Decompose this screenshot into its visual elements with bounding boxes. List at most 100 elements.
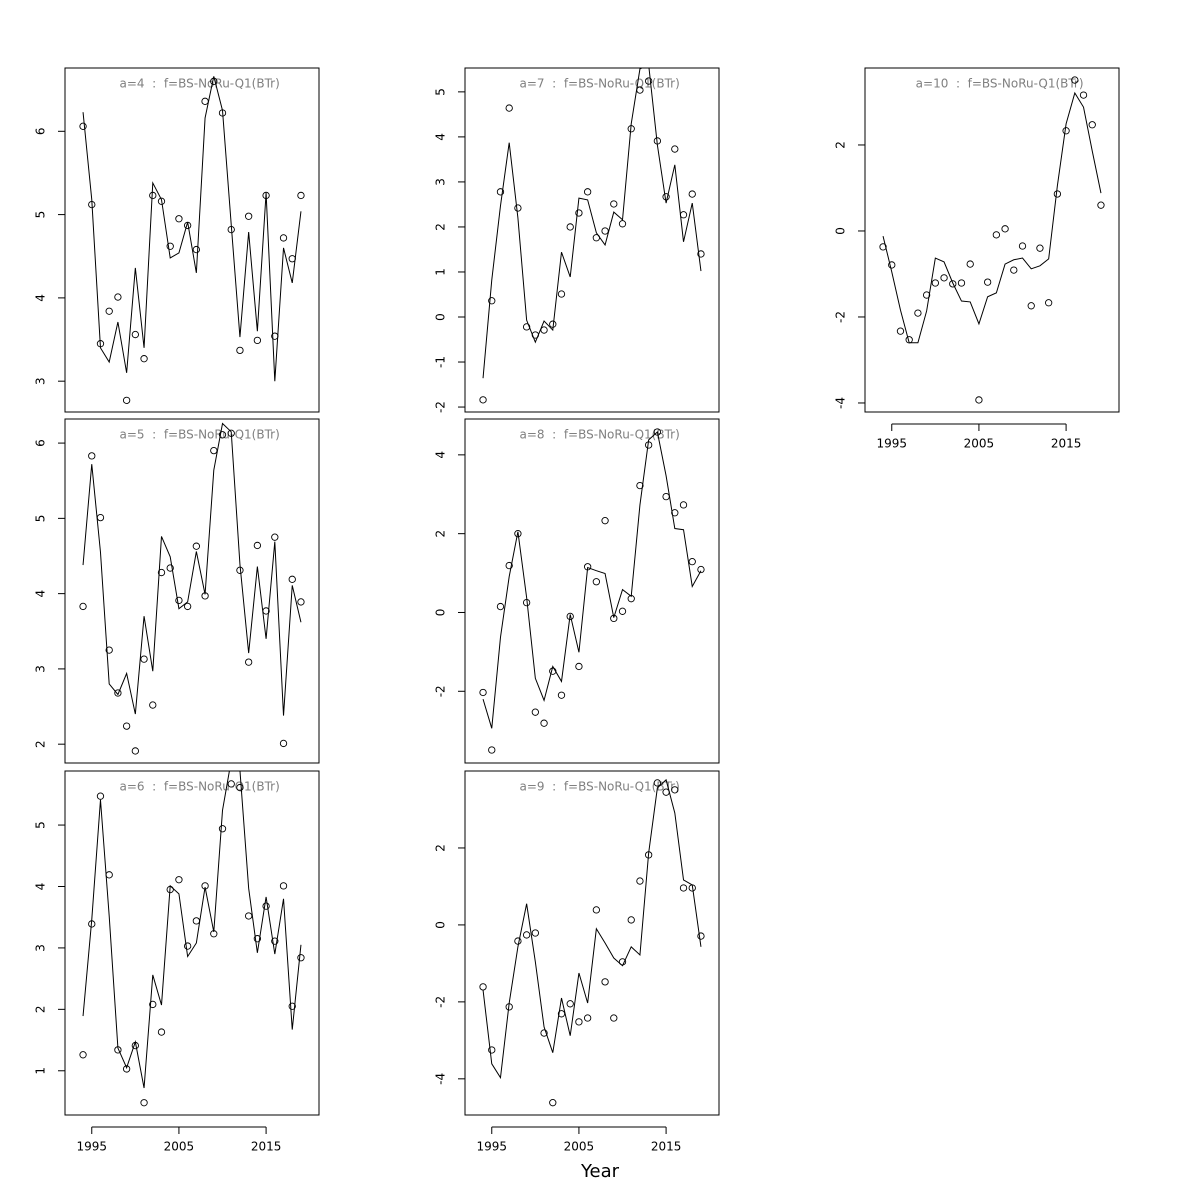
fitted-line [482, 778, 702, 1080]
observed-point [157, 568, 166, 577]
observed-point [557, 691, 566, 699]
fitted-line [482, 68, 702, 379]
x-tick-label: 2015 [251, 1140, 282, 1154]
x-tick-label: 2015 [1051, 437, 1082, 451]
y-tick-label: -4 [834, 397, 848, 409]
observed-point [566, 1000, 574, 1008]
x-tick-label: 1995 [876, 437, 907, 451]
observed-point [610, 1014, 618, 1022]
observed-point [131, 330, 139, 339]
observed-point [297, 191, 305, 200]
observed-point [105, 307, 113, 315]
fitted-line [82, 422, 302, 716]
panel-title: a=10 : f=BS-NoRu-Q1(BTr) [916, 77, 1084, 91]
observed-point [914, 309, 922, 317]
observed-point [575, 209, 583, 217]
observed-point [79, 602, 87, 611]
observed-point [636, 481, 644, 490]
observed-point [575, 662, 583, 671]
observed-point [496, 602, 505, 611]
observed-point [114, 293, 122, 301]
observed-point [671, 145, 679, 153]
observed-point [1027, 302, 1035, 310]
observed-point [618, 220, 627, 228]
y-tick-label: 1 [434, 268, 448, 276]
observed-point [253, 541, 262, 550]
observed-point [1036, 244, 1044, 252]
y-tick-label: 2 [434, 223, 448, 231]
observed-point [566, 612, 574, 621]
y-tick-label: -2 [834, 311, 848, 323]
observed-point [140, 355, 148, 363]
observed-point [297, 598, 305, 606]
panel-title: a=9 : f=BS-NoRu-Q1(BTr) [519, 780, 679, 794]
observed-point [157, 1028, 166, 1036]
y-tick-label: 6 [34, 439, 48, 447]
y-tick-label: 0 [434, 609, 448, 617]
observed-point [627, 916, 635, 924]
observed-point [636, 877, 644, 885]
observed-point [218, 825, 227, 833]
observed-point [1045, 299, 1053, 307]
x-tick-label: 2005 [564, 1140, 595, 1154]
observed-point [583, 188, 592, 196]
observed-point [940, 274, 948, 282]
observed-point [1088, 121, 1096, 129]
observed-point [236, 346, 244, 355]
observed-point [592, 578, 601, 586]
y-tick-label: -1 [434, 356, 448, 368]
observed-point [149, 1000, 157, 1009]
observed-point [166, 242, 174, 250]
observed-point [140, 1099, 148, 1107]
observed-point [531, 708, 539, 716]
observed-point [671, 509, 679, 517]
y-tick-label: 4 [434, 133, 448, 141]
observed-point [279, 234, 288, 242]
observed-point [522, 931, 531, 939]
observed-point [653, 779, 662, 787]
x-tick-label: 1995 [76, 1140, 107, 1154]
observed-point [279, 882, 288, 890]
panel-title: a=7 : f=BS-NoRu-Q1(BTr) [519, 77, 679, 91]
observed-point [245, 912, 253, 920]
observed-point [1097, 201, 1105, 209]
fitted-line [82, 76, 302, 382]
observed-point [697, 250, 705, 258]
observed-point [245, 658, 253, 666]
observed-point [879, 243, 887, 251]
y-tick-label: 2 [34, 1006, 48, 1014]
observed-point [697, 565, 705, 574]
observed-point [601, 978, 609, 986]
observed-point [149, 701, 157, 709]
observed-point [922, 291, 931, 299]
observed-point [931, 279, 939, 287]
observed-point [122, 1065, 131, 1073]
observed-point [271, 533, 279, 541]
y-tick-label: 0 [434, 313, 448, 321]
y-tick-label: 4 [34, 883, 48, 891]
y-tick-label: -4 [434, 1073, 448, 1085]
observed-point [514, 937, 522, 945]
y-tick-label: 2 [34, 740, 48, 748]
observed-point [288, 575, 296, 583]
observed-point [888, 261, 896, 269]
y-tick-label: 3 [34, 665, 48, 673]
panel-title: a=8 : f=BS-NoRu-Q1(BTr) [519, 428, 679, 442]
panel-title: a=5 : f=BS-NoRu-Q1(BTr) [119, 428, 279, 442]
observed-point [697, 932, 705, 940]
observed-point [618, 607, 627, 615]
observed-point [88, 452, 96, 460]
observed-point [105, 646, 113, 654]
observed-point [653, 428, 662, 436]
observed-point [540, 719, 548, 727]
plot-area [479, 778, 705, 1107]
y-tick-label: 2 [434, 844, 448, 852]
observed-point [688, 190, 696, 198]
observed-point [479, 688, 487, 697]
x-tick-label: 2015 [651, 1140, 682, 1154]
observed-point [531, 929, 539, 937]
observed-point [279, 739, 288, 748]
observed-point [192, 542, 201, 550]
observed-point [1001, 225, 1009, 233]
